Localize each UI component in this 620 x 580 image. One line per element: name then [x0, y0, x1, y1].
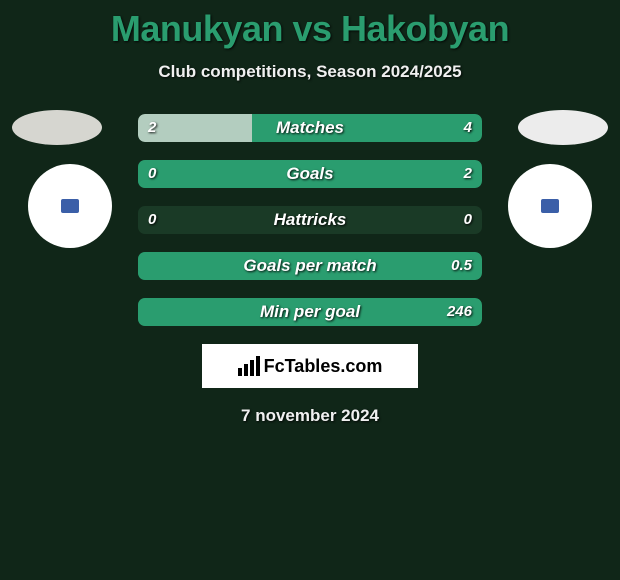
stat-label: Matches [138, 114, 482, 142]
stat-right-value: 2 [464, 160, 472, 188]
stat-row: Goals0 2 [138, 160, 482, 188]
stat-right-value: 4 [464, 114, 472, 142]
stat-right-value: 0 [464, 206, 472, 234]
stat-left-value: 0 [148, 160, 156, 188]
branding-text: FcTables.com [264, 356, 383, 377]
stat-left-value: 0 [148, 206, 156, 234]
page-title: Manukyan vs Hakobyan [0, 0, 620, 50]
stat-row: Min per goal246 [138, 298, 482, 326]
stat-row: Goals per match0.5 [138, 252, 482, 280]
shield-icon [61, 199, 79, 213]
stat-label: Min per goal [138, 298, 482, 326]
stat-label: Hattricks [138, 206, 482, 234]
bar-chart-icon [238, 356, 260, 376]
branding-logo: FcTables.com [202, 344, 418, 388]
left-player-shield [28, 164, 112, 248]
right-player-shield [508, 164, 592, 248]
stat-right-value: 0.5 [451, 252, 472, 280]
stat-label: Goals per match [138, 252, 482, 280]
date-text: 7 november 2024 [0, 406, 620, 426]
subtitle: Club competitions, Season 2024/2025 [0, 62, 620, 82]
stat-left-value: 2 [148, 114, 156, 142]
stat-row: Hattricks0 0 [138, 206, 482, 234]
stats-bars: Matches24Goals02Hattricks00Goals per mat… [138, 114, 482, 326]
stat-row: Matches2 4 [138, 114, 482, 142]
shield-icon [541, 199, 559, 213]
right-player-badge [518, 110, 608, 145]
stat-right-value: 246 [447, 298, 472, 326]
stats-area: Matches24Goals02Hattricks00Goals per mat… [0, 114, 620, 326]
left-player-badge [12, 110, 102, 145]
stat-label: Goals [138, 160, 482, 188]
